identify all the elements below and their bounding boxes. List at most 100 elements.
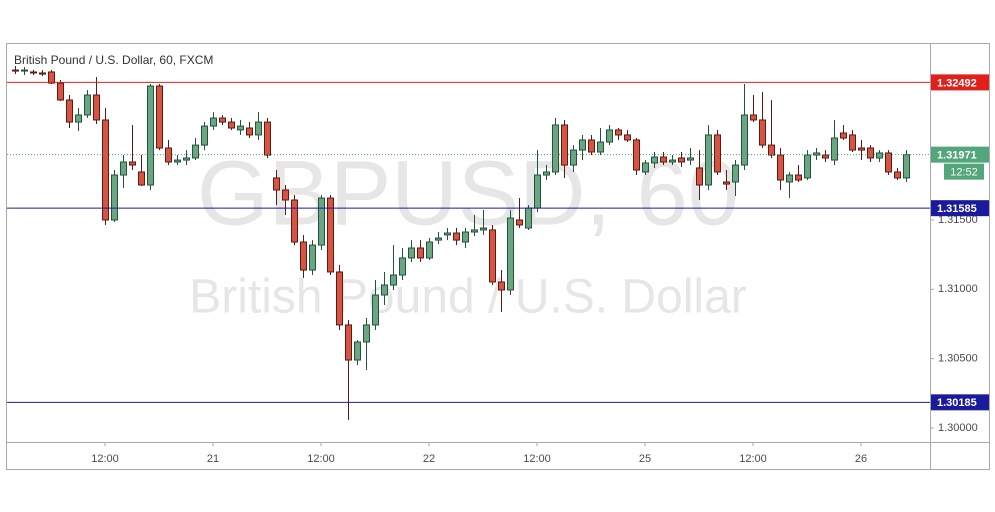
chart-title: British Pound / U.S. Dollar, 60, FXCM	[14, 53, 213, 67]
candle-body	[147, 85, 154, 186]
candle-body	[768, 144, 775, 156]
candle-body	[318, 197, 325, 246]
x-tick-label: 22	[423, 453, 435, 465]
x-tick-label: 12:00	[307, 453, 335, 465]
candle-body	[165, 147, 172, 163]
candle-body	[300, 241, 307, 271]
chart-frame	[6, 43, 990, 470]
candle-body	[741, 114, 748, 166]
candle-body	[111, 174, 118, 221]
candle-body	[120, 161, 127, 176]
candle-body	[471, 229, 478, 233]
candle-body	[327, 197, 334, 273]
candle-body	[75, 114, 82, 123]
candle-body	[444, 232, 451, 236]
watermark-name: British Pound / U.S. Dollar	[189, 271, 747, 324]
candle-body	[264, 121, 271, 156]
candle-body	[381, 284, 388, 296]
candle-body	[48, 71, 55, 84]
candle-body	[138, 171, 145, 186]
candle-body	[84, 94, 91, 116]
candle-body	[552, 124, 559, 173]
candle-body	[129, 161, 136, 166]
candle-body	[885, 152, 892, 173]
candle-body	[210, 117, 217, 127]
candle-body	[30, 71, 37, 74]
candle-body	[615, 129, 622, 136]
candle-body	[21, 69, 28, 72]
candle-body	[813, 152, 820, 156]
candle-body	[777, 154, 784, 181]
candle-body	[642, 162, 649, 173]
candle-body	[525, 207, 532, 229]
y-tick-label: 1.31500	[938, 214, 978, 226]
x-tick-label: 25	[639, 453, 651, 465]
candle-body	[372, 294, 379, 326]
candle-body	[39, 72, 46, 75]
last-price-label: 1.31971	[937, 150, 977, 162]
candle-body	[750, 114, 757, 121]
level-label: 1.31585	[937, 203, 977, 215]
candle-body	[183, 157, 190, 161]
candle-body	[363, 324, 370, 343]
candle-body	[696, 167, 703, 186]
candle-body	[516, 219, 523, 226]
countdown-label: 12:52	[950, 167, 978, 179]
candle-body	[219, 117, 226, 123]
candle-body	[435, 237, 442, 241]
candle-body	[678, 157, 685, 163]
watermark: GBPUSD, 60 British Pound / U.S. Dollar	[189, 142, 747, 323]
x-tick-label: 12:00	[523, 453, 551, 465]
candle-body	[156, 85, 163, 149]
candle-body	[795, 174, 802, 181]
candle-body	[867, 147, 874, 159]
candle-body	[192, 144, 199, 159]
candle-body	[336, 271, 343, 326]
y-tick-label: 1.30500	[938, 353, 978, 365]
candle-body	[93, 94, 100, 121]
candle-body	[534, 174, 541, 209]
candle-body	[201, 125, 208, 146]
candle-body	[858, 147, 865, 151]
candle-body	[597, 141, 604, 153]
x-tick-label: 12:00	[739, 453, 767, 465]
candle-body	[390, 274, 397, 286]
level-box	[931, 394, 989, 411]
candle-body	[273, 177, 280, 191]
candle-body	[579, 139, 586, 151]
candle-body	[417, 247, 424, 259]
candle-body	[489, 229, 496, 283]
candle-body	[570, 149, 577, 166]
candle-body	[399, 257, 406, 276]
candle-body	[849, 134, 856, 151]
candle-body	[588, 139, 595, 153]
x-tick-label: 21	[207, 453, 219, 465]
candle-body	[228, 121, 235, 129]
candle-body	[624, 134, 631, 141]
candle-body	[246, 127, 253, 136]
candle-body	[804, 154, 811, 179]
candle-body	[732, 164, 739, 183]
candle-body	[822, 154, 829, 159]
candle-body	[606, 129, 613, 143]
candle-body	[255, 121, 262, 136]
candle-body	[408, 247, 415, 259]
candle-body	[669, 159, 676, 163]
countdown-box	[944, 163, 984, 180]
candle-body	[345, 324, 352, 361]
candle-body	[480, 227, 487, 231]
level-box	[931, 74, 989, 91]
candle-body	[633, 139, 640, 171]
candle-body	[903, 154, 910, 179]
candle-body	[354, 341, 361, 361]
level-label: 1.30185	[937, 397, 977, 409]
candle-body	[57, 82, 64, 101]
candle-body	[561, 124, 568, 166]
candle-body	[660, 156, 667, 163]
candle-body	[237, 125, 244, 131]
candle-body	[714, 134, 721, 173]
candle-body	[840, 132, 847, 139]
y-tick-label: 1.30000	[938, 422, 978, 434]
candle-body	[723, 181, 730, 185]
candle-body	[759, 119, 766, 146]
